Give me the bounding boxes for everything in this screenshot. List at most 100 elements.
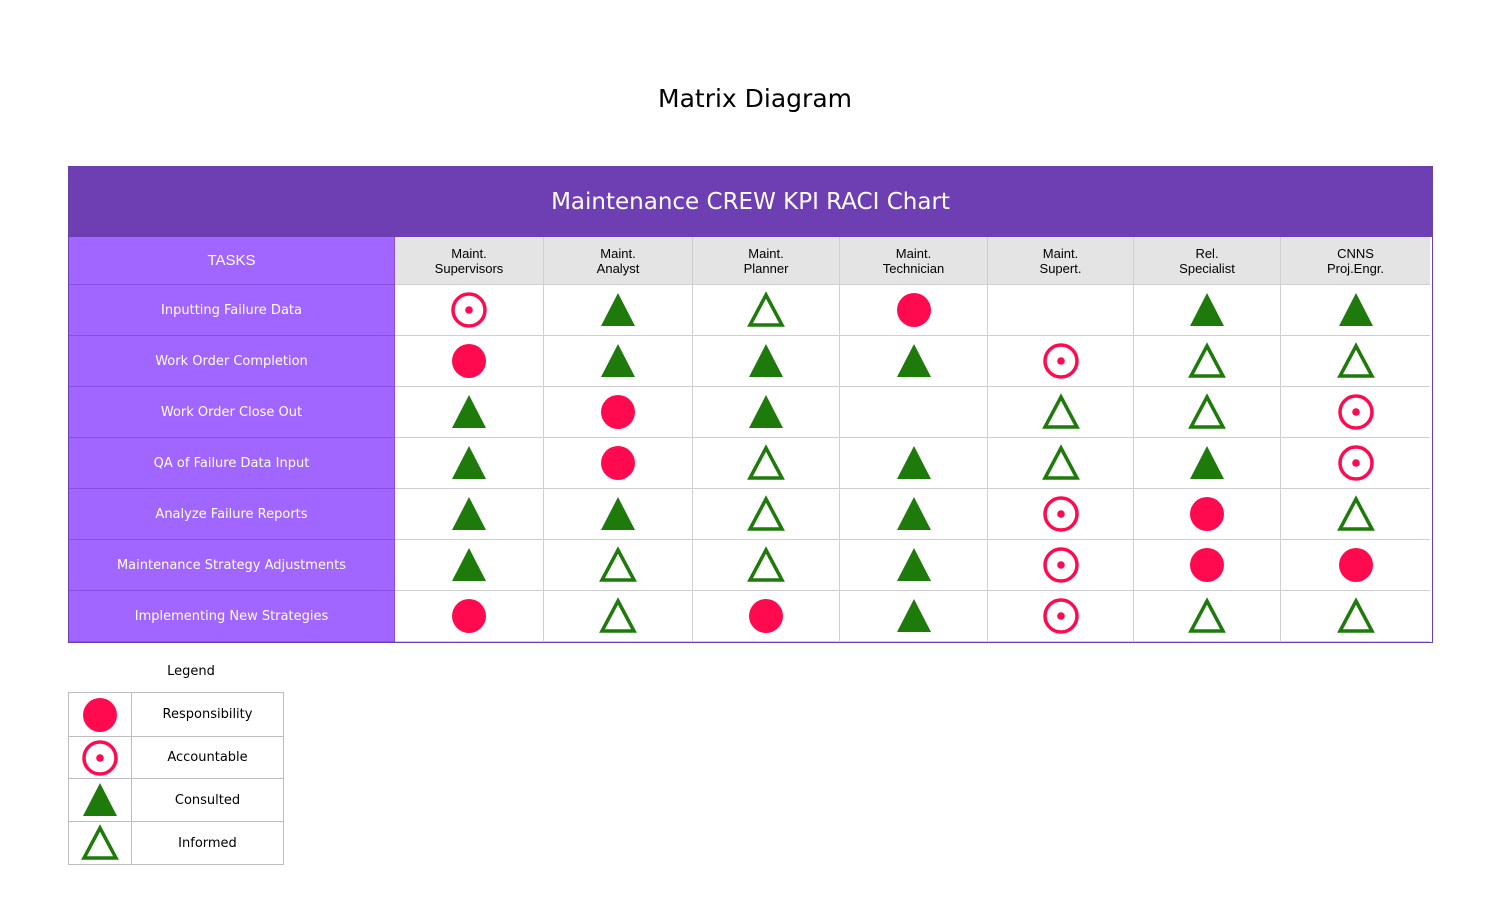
role-header-line2: Technician <box>882 260 945 276</box>
accountable-circle-dot-icon <box>1336 392 1376 432</box>
role-header: Maint. Analyst <box>544 237 693 285</box>
raci-cell <box>1281 387 1430 438</box>
raci-cell <box>395 591 544 642</box>
task-label: Work Order Close Out <box>69 387 395 438</box>
raci-cell <box>1134 489 1281 540</box>
role-header-line2: Planner <box>743 260 789 276</box>
role-header-line2: Supervisors <box>434 260 504 276</box>
informed-triangle-icon <box>746 290 786 330</box>
raci-cell <box>693 438 840 489</box>
raci-cell <box>544 285 693 336</box>
role-header-line1: Maint. <box>895 245 932 261</box>
legend-label: Accountable <box>132 737 283 779</box>
legend-label: Consulted <box>132 779 283 822</box>
raci-cell <box>544 387 693 438</box>
responsibility-circle-icon <box>1336 545 1376 585</box>
role-header: Maint. Technician <box>840 237 988 285</box>
legend-title: Legend <box>167 664 215 679</box>
consulted-triangle-icon <box>746 341 786 381</box>
informed-triangle-icon <box>746 545 786 585</box>
consulted-triangle-icon <box>1336 290 1376 330</box>
consulted-triangle-icon <box>746 392 786 432</box>
informed-triangle-icon <box>1187 596 1227 636</box>
raci-cell <box>544 489 693 540</box>
responsibility-circle-icon <box>1187 545 1227 585</box>
raci-cell <box>1281 489 1430 540</box>
consulted-triangle-icon <box>449 443 489 483</box>
consulted-triangle-icon <box>598 341 638 381</box>
page-title: Matrix Diagram <box>658 84 852 113</box>
raci-cell <box>988 336 1134 387</box>
informed-triangle-icon <box>746 443 786 483</box>
role-header: Maint. Planner <box>693 237 840 285</box>
raci-cell <box>544 336 693 387</box>
raci-cell <box>1134 438 1281 489</box>
tasks-header: TASKS <box>69 237 395 285</box>
raci-cell <box>1281 438 1430 489</box>
raci-cell <box>840 540 988 591</box>
consulted-triangle-icon <box>598 494 638 534</box>
task-label: Implementing New Strategies <box>69 591 395 642</box>
legend-symbol <box>69 693 132 737</box>
legend-label: Responsibility <box>132 693 283 737</box>
informed-triangle-icon <box>1336 596 1376 636</box>
task-label: Maintenance Strategy Adjustments <box>69 540 395 591</box>
responsibility-circle-icon <box>894 290 934 330</box>
raci-cell <box>840 489 988 540</box>
task-label: QA of Failure Data Input <box>69 438 395 489</box>
role-header: Maint. Supervisors <box>395 237 544 285</box>
consulted-triangle-icon <box>449 545 489 585</box>
raci-cell <box>395 387 544 438</box>
raci-cell <box>988 387 1134 438</box>
consulted-triangle-icon <box>894 341 934 381</box>
consulted-triangle-icon <box>894 494 934 534</box>
role-header-line1: Maint. <box>451 245 487 261</box>
raci-cell <box>988 438 1134 489</box>
role-header-line2: Supert. <box>1039 260 1082 276</box>
raci-cell <box>1134 540 1281 591</box>
accountable-circle-dot-icon <box>449 290 489 330</box>
chart-title: Maintenance CREW KPI RACI Chart <box>69 167 1432 237</box>
task-label: Work Order Completion <box>69 336 395 387</box>
role-header: Maint. Supert. <box>988 237 1134 285</box>
consulted-triangle-icon <box>598 290 638 330</box>
raci-cell <box>988 540 1134 591</box>
role-header-line2: Analyst <box>596 260 640 276</box>
consulted-triangle-icon <box>1187 290 1227 330</box>
raci-cell <box>840 591 988 642</box>
consulted-triangle-icon <box>1187 443 1227 483</box>
informed-triangle-icon <box>598 545 638 585</box>
role-header-line1: Maint. <box>1042 245 1079 261</box>
raci-cell <box>1134 285 1281 336</box>
informed-triangle-icon <box>598 596 638 636</box>
accountable-circle-dot-icon <box>1041 545 1081 585</box>
consulted-triangle-icon <box>449 494 489 534</box>
responsibility-circle-icon <box>449 596 489 636</box>
responsibility-circle-icon <box>1187 494 1227 534</box>
role-header-line1: Maint. <box>748 245 784 261</box>
raci-cell <box>395 285 544 336</box>
role-header-line1: Maint. <box>600 245 636 261</box>
raci-cell <box>988 489 1134 540</box>
responsibility-circle-icon <box>449 341 489 381</box>
responsibility-circle-icon <box>746 596 786 636</box>
role-header-line1: Rel. <box>1195 245 1219 261</box>
raci-cell <box>544 540 693 591</box>
informed-triangle-icon <box>1187 392 1227 432</box>
role-header-line2: Proj.Engr. <box>1326 260 1385 276</box>
raci-cell <box>395 336 544 387</box>
task-label: Inputting Failure Data <box>69 285 395 336</box>
raci-cell <box>693 387 840 438</box>
role-header-line2: Specialist <box>1179 260 1235 276</box>
accountable-circle-dot-icon <box>1041 494 1081 534</box>
raci-cell <box>395 489 544 540</box>
raci-cell <box>1134 591 1281 642</box>
raci-cell <box>840 387 988 438</box>
raci-cell <box>395 540 544 591</box>
circle-dot-icon <box>80 738 120 778</box>
raci-matrix: Maintenance CREW KPI RACI Chart TASKS Mai… <box>68 166 1433 643</box>
consulted-triangle-icon <box>894 545 934 585</box>
raci-cell <box>988 591 1134 642</box>
accountable-circle-dot-icon <box>1041 341 1081 381</box>
filled-triangle-icon <box>80 780 120 820</box>
